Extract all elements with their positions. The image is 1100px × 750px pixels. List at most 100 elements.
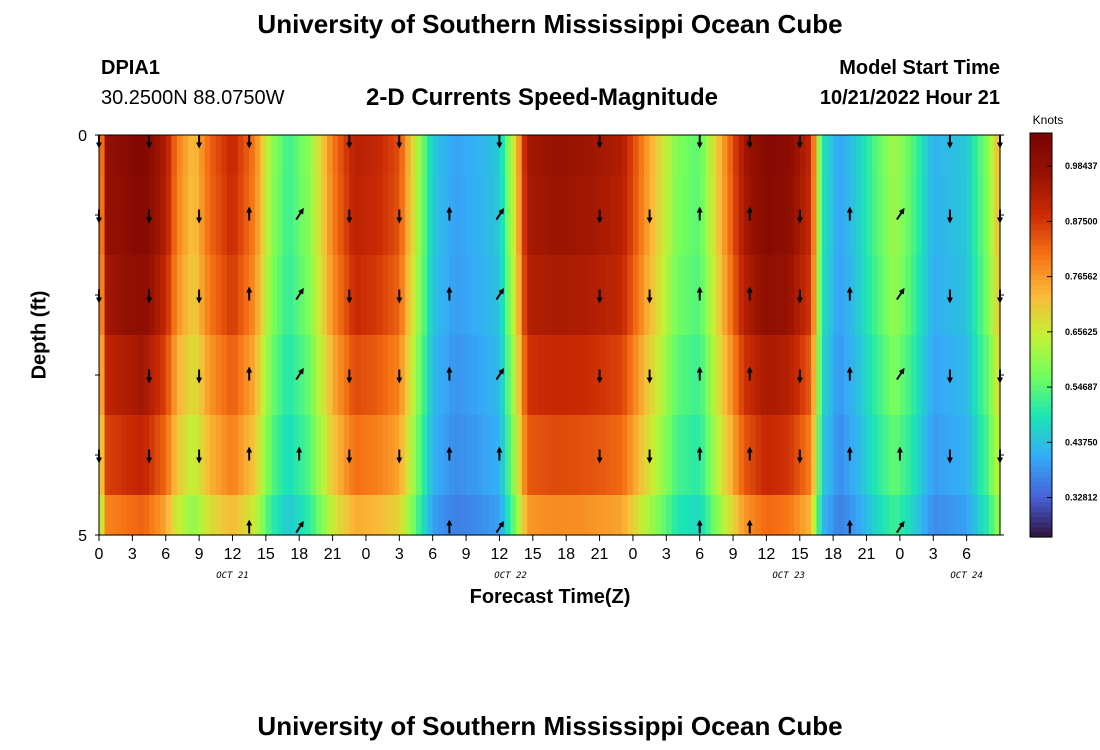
heatmap-cell bbox=[822, 335, 829, 416]
heatmap-cell bbox=[632, 495, 640, 536]
heatmap-cell bbox=[399, 255, 406, 336]
heatmap-cell bbox=[371, 335, 378, 416]
heatmap-cell bbox=[349, 495, 356, 536]
heatmap-cell bbox=[210, 175, 217, 256]
heatmap-cell bbox=[527, 175, 534, 256]
heatmap-cell bbox=[160, 255, 167, 336]
heatmap-cell bbox=[911, 255, 918, 336]
x-tick-label: 9 bbox=[195, 546, 204, 563]
heatmap-cell bbox=[822, 175, 829, 256]
heatmap-cell bbox=[866, 335, 873, 416]
heatmap-cell bbox=[282, 415, 289, 496]
heatmap-cell bbox=[238, 135, 245, 176]
heatmap-cell bbox=[827, 335, 834, 416]
heatmap-cell bbox=[599, 415, 606, 496]
heatmap-cell bbox=[755, 175, 762, 256]
heatmap-cell bbox=[994, 175, 1001, 256]
heatmap-cell bbox=[126, 255, 133, 336]
heatmap-cell bbox=[443, 415, 450, 496]
heatmap-cell bbox=[760, 135, 768, 176]
colorbar-tick-label: 0.87500 bbox=[1065, 216, 1098, 226]
heatmap-cell bbox=[777, 255, 784, 336]
heatmap-cell bbox=[388, 495, 395, 536]
chart-subtitle: 2-D Currents Speed-Magnitude bbox=[366, 84, 719, 111]
heatmap-cell bbox=[566, 135, 573, 176]
heatmap-cell bbox=[327, 335, 334, 416]
heatmap-cell bbox=[977, 255, 984, 336]
heatmap-cell bbox=[593, 135, 601, 176]
colorbar-segment bbox=[1030, 395, 1052, 402]
heatmap-cell bbox=[510, 335, 517, 416]
colorbar-segment bbox=[1030, 451, 1052, 457]
heatmap-cell bbox=[955, 415, 962, 496]
heatmap-cell bbox=[149, 495, 156, 536]
heatmap-cell bbox=[872, 415, 879, 496]
heatmap-cell bbox=[972, 175, 979, 256]
date-label: OCT 21 bbox=[216, 571, 249, 581]
heatmap-cell bbox=[182, 495, 189, 536]
heatmap-cell bbox=[249, 335, 256, 416]
heatmap-cell bbox=[232, 415, 239, 496]
heatmap-cell bbox=[371, 495, 378, 536]
colorbar-segment bbox=[1030, 345, 1052, 351]
heatmap-cell bbox=[276, 335, 284, 416]
heatmap-cell bbox=[521, 255, 528, 336]
heatmap-cell bbox=[749, 135, 756, 176]
heatmap-cell bbox=[694, 255, 701, 336]
heatmap-cell bbox=[354, 335, 361, 416]
heatmap-cell bbox=[877, 415, 884, 496]
heatmap-cell bbox=[677, 255, 684, 336]
heatmap-cell bbox=[393, 335, 400, 416]
heatmap-cell bbox=[354, 175, 361, 256]
heatmap-cell bbox=[410, 495, 417, 536]
heatmap-cell bbox=[983, 495, 990, 536]
heatmap-cell bbox=[549, 255, 556, 336]
heatmap-cell bbox=[638, 135, 645, 176]
heatmap-cell bbox=[660, 135, 667, 176]
heatmap-cell bbox=[410, 415, 417, 496]
heatmap-cell bbox=[321, 335, 328, 416]
heatmap-cell bbox=[671, 175, 679, 256]
heatmap-cell bbox=[783, 175, 790, 256]
heatmap-cell bbox=[799, 495, 806, 536]
heatmap-cell bbox=[187, 175, 195, 256]
model-start-label: Model Start Time bbox=[839, 57, 1000, 79]
heatmap-cell bbox=[410, 335, 417, 416]
heatmap-cell bbox=[721, 335, 729, 416]
heatmap-cell bbox=[844, 335, 851, 416]
current-arrow bbox=[495, 207, 505, 221]
heatmap-cell bbox=[877, 335, 884, 416]
heatmap-cell bbox=[454, 255, 462, 336]
heatmap-cell bbox=[338, 335, 345, 416]
heatmap-cell bbox=[966, 415, 973, 496]
heatmap-cell bbox=[577, 415, 584, 496]
heatmap-cell bbox=[911, 415, 918, 496]
heatmap-cell bbox=[788, 335, 795, 416]
heatmap-cell bbox=[677, 415, 684, 496]
colorbar-segment bbox=[1030, 340, 1052, 346]
heatmap-cell bbox=[221, 495, 228, 536]
heatmap-cell bbox=[438, 135, 445, 176]
heatmap-cell bbox=[99, 175, 106, 256]
heatmap-cell bbox=[783, 335, 790, 416]
x-tick-label: 12 bbox=[491, 546, 509, 563]
heatmap-cell bbox=[282, 255, 289, 336]
heatmap-cell bbox=[977, 335, 984, 416]
heatmap-cell bbox=[232, 335, 239, 416]
heatmap-cell bbox=[377, 415, 384, 496]
heatmap-cell bbox=[332, 495, 339, 536]
heatmap-cell bbox=[632, 255, 640, 336]
heatmap-cell bbox=[315, 255, 323, 336]
heatmap-cell bbox=[477, 255, 484, 336]
colorbar-segment bbox=[1030, 203, 1052, 210]
heatmap-cell bbox=[404, 255, 412, 336]
heatmap-cell bbox=[555, 495, 562, 536]
heatmap-cell bbox=[104, 135, 111, 176]
heatmap-cell bbox=[137, 135, 145, 176]
heatmap-cell bbox=[360, 335, 367, 416]
current-arrow bbox=[495, 287, 505, 301]
heatmap-cell bbox=[610, 175, 617, 256]
heatmap-cell bbox=[427, 135, 434, 176]
heatmap-cell bbox=[822, 495, 829, 536]
heatmap-cell bbox=[649, 495, 656, 536]
